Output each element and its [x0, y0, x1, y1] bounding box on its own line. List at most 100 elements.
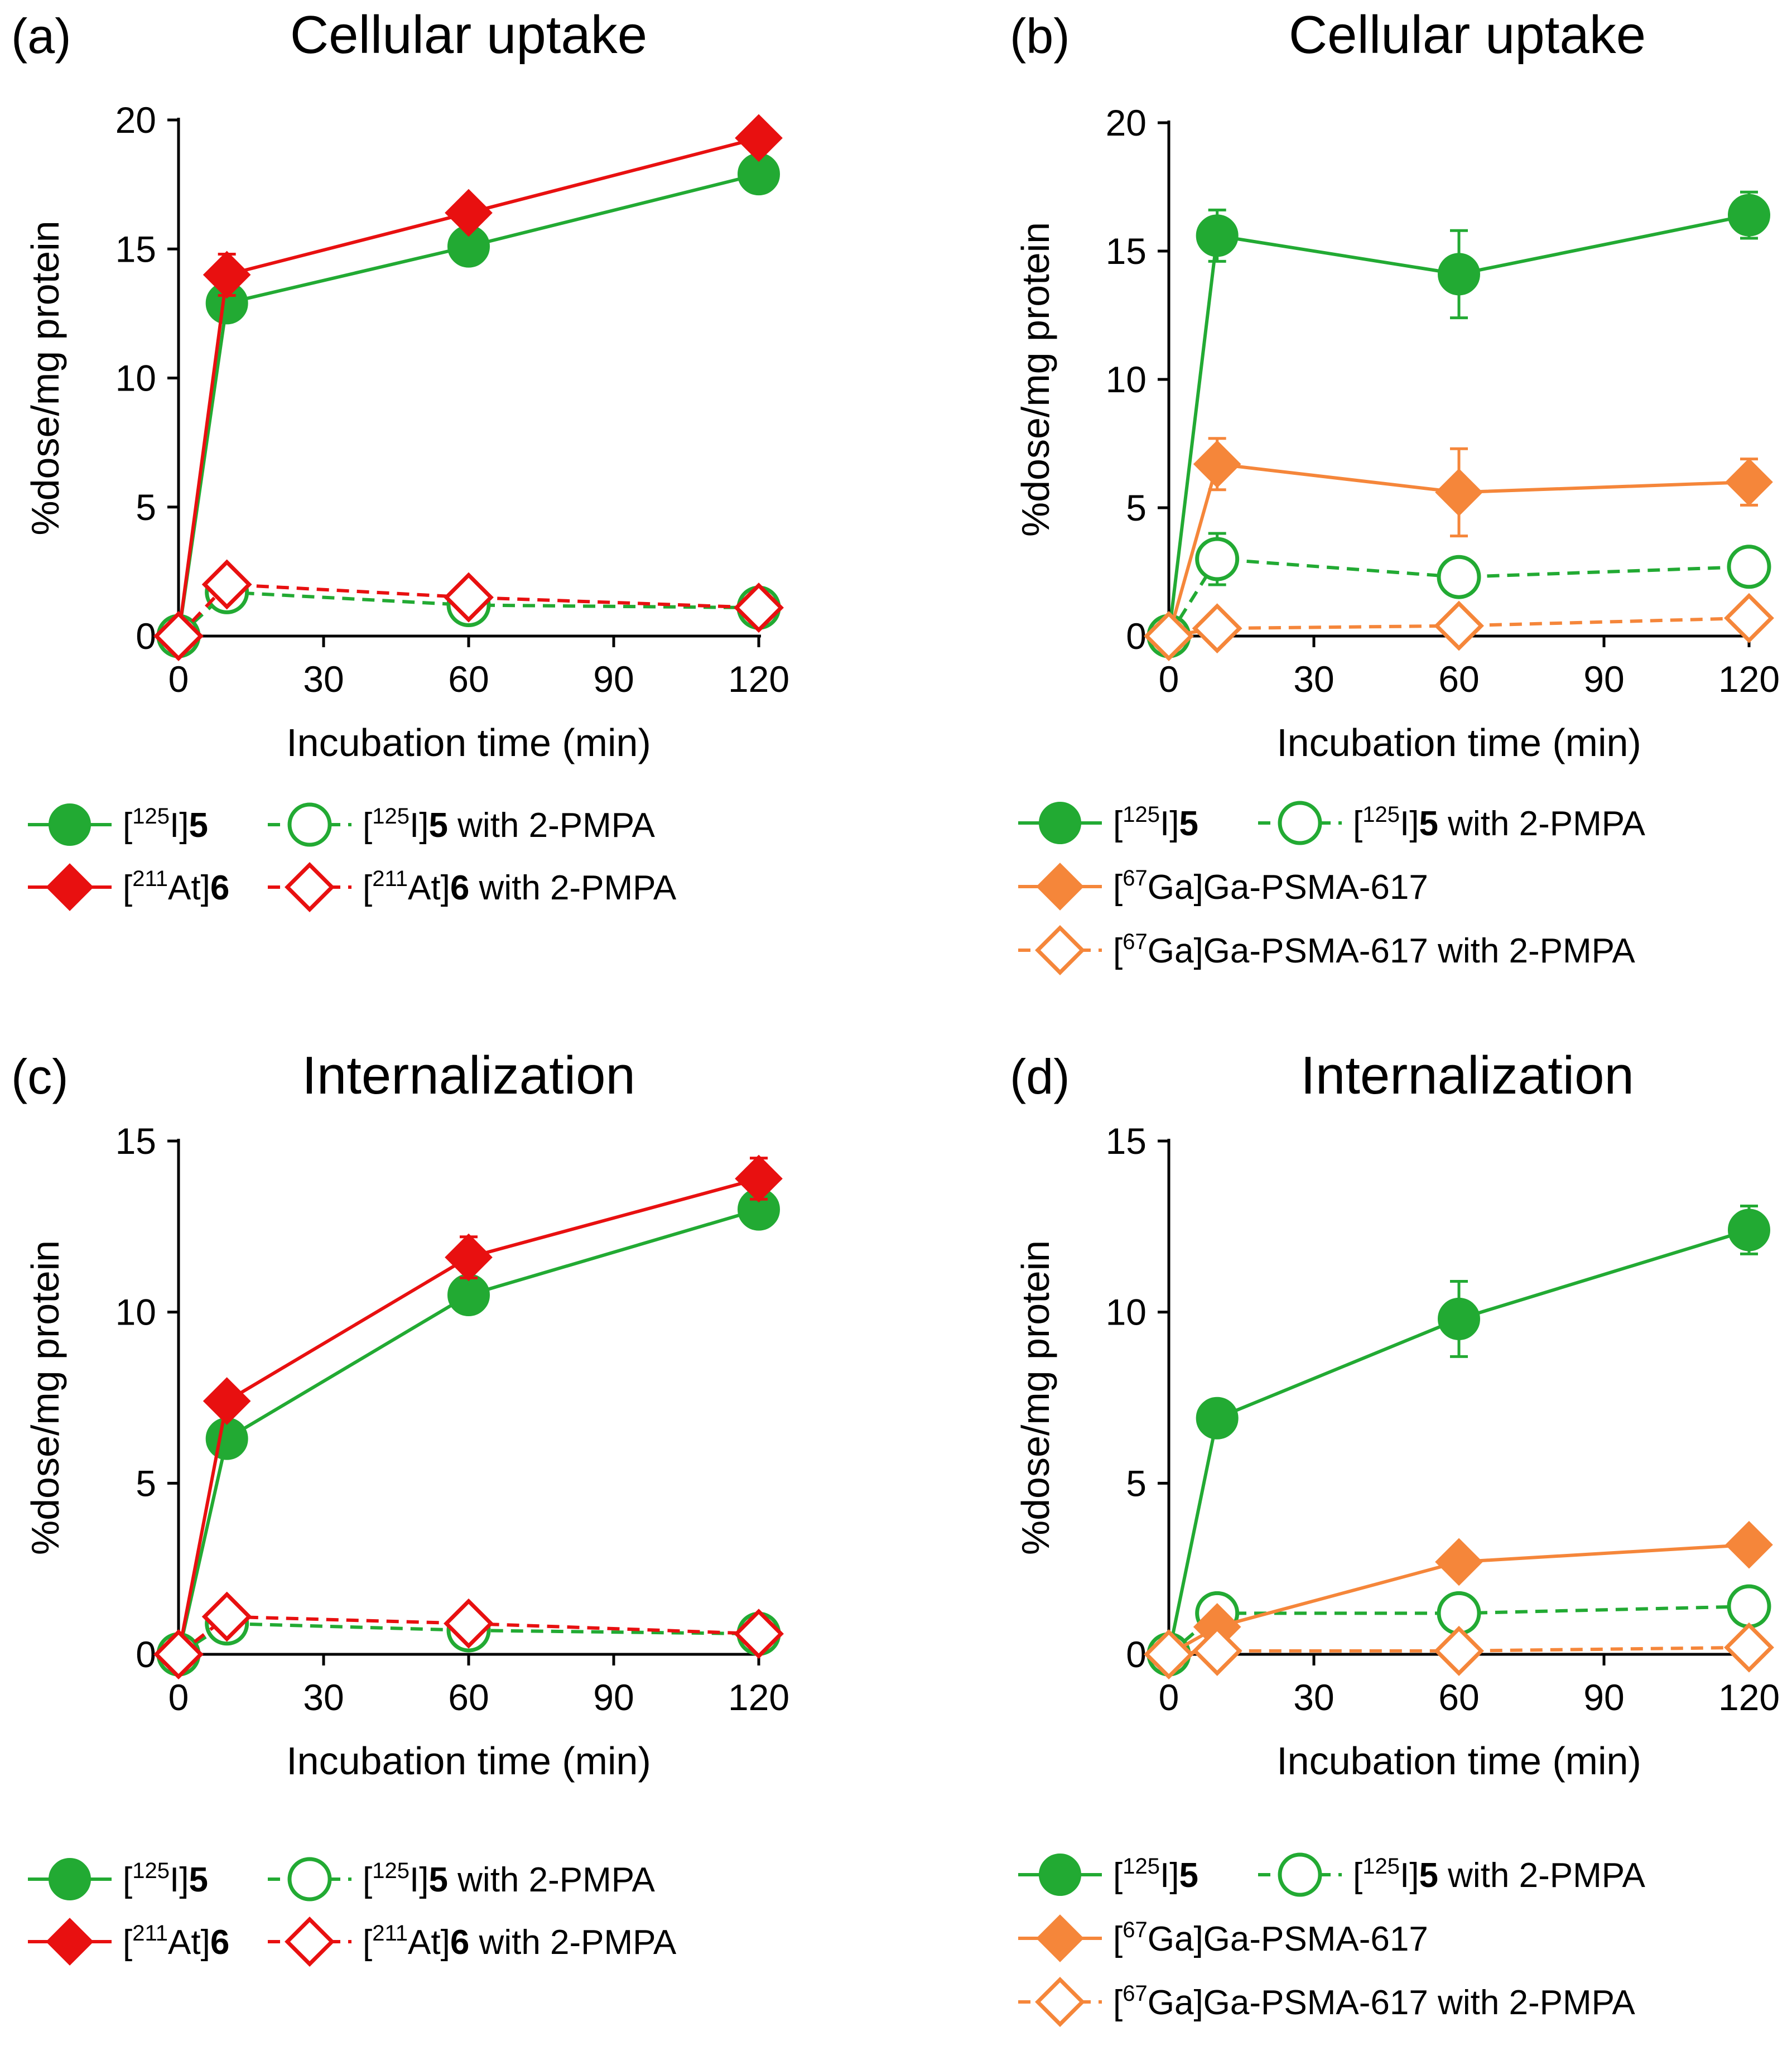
legend-label-sup: 211 [132, 866, 168, 891]
legend-marker [285, 1917, 335, 1967]
legend-marker [287, 802, 332, 847]
x-tick-label: 30 [303, 1677, 344, 1718]
x-tick-label: 0 [1159, 658, 1179, 700]
data-point [735, 1154, 783, 1203]
legend-label-bold: 6 [210, 869, 229, 907]
panel-label: (c) [11, 1049, 69, 1104]
legend-marker [1039, 802, 1081, 844]
data-point [203, 251, 251, 299]
y-tick-label: 0 [136, 1634, 156, 1675]
y-axis-label: %dose/mg protein [1014, 222, 1057, 537]
legend-label: [211At]6 with 2-PMPA [363, 1921, 677, 1962]
legend-label-post: with 2-PMPA [1438, 805, 1646, 843]
legend-label-post: with 2-PMPA [448, 1861, 656, 1899]
data-point [734, 582, 784, 633]
legend-label-sup: 125 [1362, 802, 1400, 827]
y-tick-label: 5 [1126, 487, 1147, 528]
x-tick-label: 120 [728, 1677, 789, 1718]
series-line [1168, 1645, 1750, 1656]
series-line [177, 136, 759, 637]
legend-label-sup: 211 [132, 1921, 168, 1946]
legend-label: [211At]6 [123, 866, 229, 907]
legend-label-mid: Ga]Ga-PSMA-617 [1148, 868, 1428, 907]
series-line [177, 1621, 759, 1656]
series-line [1167, 557, 1750, 637]
legend-item: [125I]5 [1018, 802, 1198, 844]
legend-item: [125I]5 with 2-PMPA [1258, 1852, 1646, 1897]
legend-label-pre: [ [123, 869, 132, 907]
legend-item: [211At]6 [28, 1918, 229, 1966]
data-point [1435, 1538, 1483, 1586]
y-tick-label: 20 [115, 99, 156, 141]
y-tick-label: 20 [1106, 102, 1147, 143]
data-point [1725, 1520, 1773, 1569]
legend-label-pre: [ [123, 1923, 132, 1962]
legend-label-mid: I] [1160, 805, 1179, 843]
legend-label-mid: At] [408, 1923, 450, 1962]
x-tick-label: 60 [1438, 1677, 1479, 1718]
series-3 [153, 559, 784, 661]
legend-label-sup: 67 [1123, 1918, 1148, 1942]
y-tick-label: 0 [1126, 1634, 1147, 1675]
x-tick-label: 30 [1293, 1677, 1334, 1718]
legend-label-bold: 5 [1419, 1856, 1438, 1895]
legend-label-sup: 67 [1123, 930, 1148, 954]
data-point [1434, 600, 1484, 651]
data-point [1725, 458, 1773, 506]
legend-label: [125I]5 with 2-PMPA [363, 1859, 656, 1899]
y-tick-label: 10 [115, 358, 156, 399]
legend-item: [125I]5 with 2-PMPA [268, 802, 656, 847]
legend-label-pre: [ [363, 1861, 372, 1899]
data-point [1193, 440, 1241, 488]
series-line [1168, 616, 1750, 638]
data-point [734, 1609, 784, 1659]
legend-label-mid: I] [1160, 1856, 1179, 1895]
legend-label-bold: 5 [189, 1861, 208, 1899]
y-tick-label: 5 [1126, 1462, 1147, 1504]
data-point [1192, 603, 1242, 654]
legend-label-bold: 5 [1179, 1856, 1198, 1895]
legend-label-bold: 6 [450, 869, 469, 907]
data-point [1728, 1209, 1770, 1251]
legend-label: [67Ga]Ga-PSMA-617 [1113, 1918, 1428, 1958]
legend-label-pre: [ [1113, 868, 1123, 907]
legend-label-sup: 125 [1362, 1854, 1400, 1879]
y-tick-label: 15 [1106, 1120, 1147, 1162]
y-tick-label: 0 [1126, 615, 1147, 657]
legend-label-bold: 6 [210, 1923, 229, 1962]
chart-title: Cellular uptake [1289, 5, 1646, 65]
x-tick-label: 0 [168, 1677, 189, 1718]
x-axis-label: Incubation time (min) [286, 721, 651, 764]
data-point [1435, 468, 1483, 517]
x-tick-label: 60 [1438, 658, 1479, 700]
legend-label-mid: I] [170, 1861, 189, 1899]
data-point [1437, 555, 1481, 599]
x-tick-label: 30 [1293, 658, 1334, 700]
chart-panel-a: (a) Cellular uptake 0 5 10 15 20 0 30 60 90 120 Incu… [11, 5, 789, 912]
legend-label-post: with 2-PMPA [469, 1923, 677, 1962]
legend-marker [1278, 1852, 1322, 1897]
legend-marker [1035, 1977, 1085, 2027]
legend-label-mid: At] [168, 869, 210, 907]
series-3 [1144, 593, 1774, 661]
legend-label: [125I]5 with 2-PMPA [363, 804, 656, 845]
legend-label-sup: 125 [372, 1859, 410, 1883]
x-tick-label: 90 [593, 658, 634, 700]
legend-label-pre: [ [1113, 1920, 1123, 1958]
legend-label-sup: 125 [132, 1859, 170, 1883]
x-axis-label: Incubation time (min) [1276, 1739, 1641, 1783]
legend-item: [125I]5 [1018, 1854, 1198, 1896]
data-point [153, 611, 204, 661]
legend-label-bold: 5 [1419, 805, 1438, 843]
series-line [177, 1207, 759, 1655]
y-tick-label: 5 [136, 487, 156, 528]
x-tick-label: 90 [1583, 1677, 1624, 1718]
y-tick-label: 0 [136, 615, 156, 657]
y-tick-label: 15 [115, 1120, 156, 1162]
data-point [1438, 253, 1480, 296]
legend-label-mid: I] [410, 806, 428, 845]
legend-label-pre: [ [1113, 1984, 1123, 2022]
data-point [1724, 1622, 1774, 1673]
y-tick-label: 15 [115, 228, 156, 269]
legend-label-pre: [ [1113, 805, 1123, 843]
